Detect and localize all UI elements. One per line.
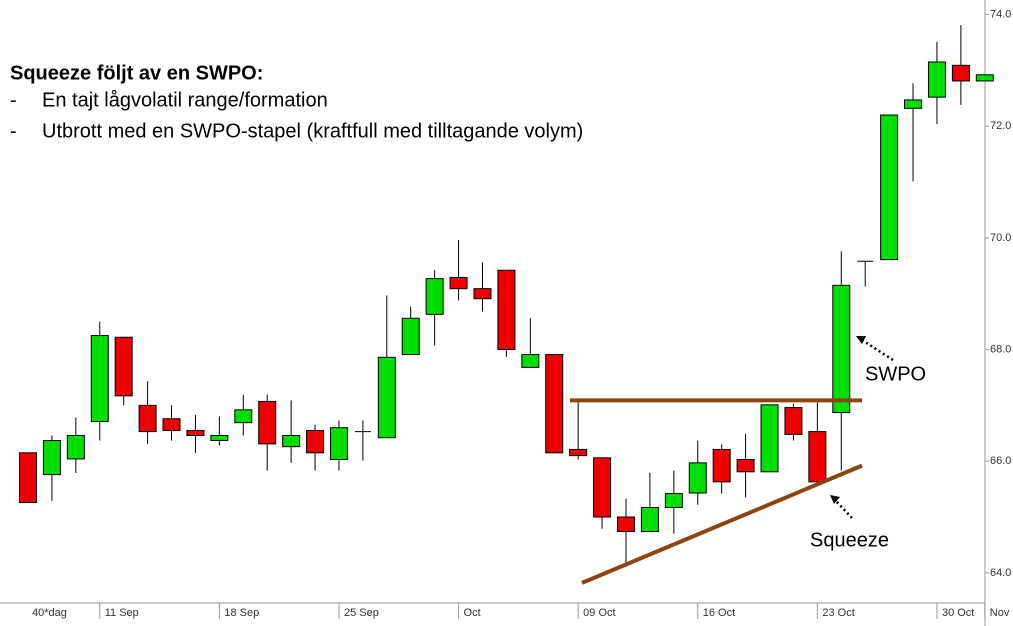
candle-body [664,493,683,509]
bullet: En tajt lågvolatil range/formation [42,89,328,111]
y-tick-label: 74.0 [990,8,1011,20]
candle-body [880,114,899,261]
y-tick-label: 66.0 [990,455,1011,467]
candle-body [832,284,851,414]
candle-body [545,354,564,454]
candle-body [569,448,588,457]
candle-body [760,404,779,473]
candle-body [401,317,420,356]
bullet-marker: - [10,120,17,142]
x-tick-label: 11 Sep [105,607,139,619]
candle-body [210,435,229,442]
candle-body [688,462,707,494]
candle-body [114,336,133,397]
y-tick-label: 72.0 [990,120,1011,132]
x-tick-label: 16 Oct [703,607,735,619]
candle-body [162,418,181,431]
candle-body [306,429,325,454]
candle-body [617,516,635,533]
candle-body [19,452,37,503]
x-tick-label: 18 Sep [224,607,259,619]
candle-body [951,64,970,82]
candle-body [521,354,540,368]
candle-body [234,409,253,424]
candle-body [138,404,157,433]
bullet: Utbrott med en SWPO-stapel (kraftfull me… [42,120,583,142]
candle-body [329,427,348,461]
chart-title: Squeeze följt av en SWPO: [10,62,263,84]
bullet-marker: - [10,89,17,111]
support-line [581,463,863,585]
candle-body [377,356,396,439]
candle-body [497,269,516,351]
candle-body [449,276,468,290]
candle-body [975,74,994,82]
candle-body [258,400,277,445]
candle-body [282,435,301,448]
y-tick-label: 70.0 [990,232,1011,244]
arrow [861,338,894,362]
x-tick-label: 25 Sep [344,607,379,619]
candle-body [473,288,492,300]
candle-body [736,459,755,473]
candle-body [808,431,827,483]
x-tick-label: 23 Oct [822,607,854,619]
arrow-head [856,336,866,344]
candle-body [904,99,923,109]
x-tick-label: Oct [464,607,481,619]
candle-body [186,429,205,437]
candle-body [640,507,659,533]
arrow [834,499,853,519]
x-axis-label: 40*dag [32,607,67,619]
y-tick-label: 68.0 [990,343,1011,355]
x-tick-label: Nov [990,607,1010,619]
arrows [834,338,894,519]
annotation: SWPO [865,363,926,385]
candle-body [66,435,85,460]
x-tick-label: 09 Oct [583,607,615,619]
x-tick-label: 30 Oct [942,607,974,619]
candle-body [927,61,946,98]
candle-body [784,407,803,435]
candle-body [425,278,444,315]
arrow-head [830,495,840,504]
candle-body [42,440,61,476]
candle-body [90,335,109,423]
x-axis-band [0,603,1013,626]
annotation: Squeeze [810,529,889,551]
y-tick-label: 64.0 [990,567,1011,579]
candle-body [593,457,612,518]
candle-body [712,448,731,483]
